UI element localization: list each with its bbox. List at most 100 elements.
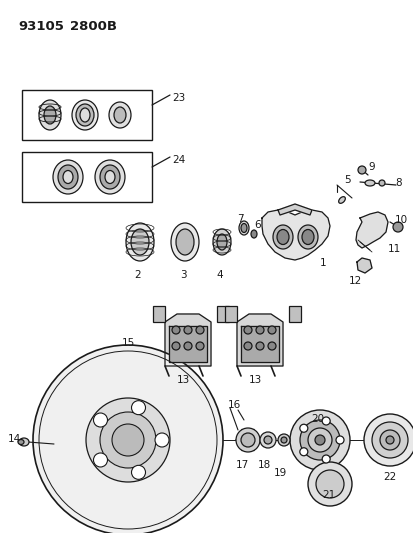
Circle shape [321, 455, 330, 463]
Text: 20: 20 [311, 414, 324, 424]
Circle shape [307, 428, 331, 452]
Ellipse shape [18, 440, 24, 445]
Circle shape [243, 326, 252, 334]
Ellipse shape [212, 229, 230, 255]
Ellipse shape [277, 434, 289, 446]
Text: 24: 24 [171, 155, 185, 165]
Ellipse shape [176, 229, 194, 255]
Circle shape [357, 166, 365, 174]
Text: 8: 8 [394, 178, 401, 188]
Polygon shape [355, 212, 387, 248]
Circle shape [392, 222, 402, 232]
Ellipse shape [250, 230, 256, 238]
Polygon shape [169, 326, 206, 362]
Ellipse shape [53, 160, 83, 194]
Circle shape [255, 342, 263, 350]
Ellipse shape [272, 225, 292, 249]
Circle shape [267, 326, 275, 334]
Text: 10: 10 [394, 215, 407, 225]
Ellipse shape [58, 165, 78, 189]
Ellipse shape [80, 108, 90, 122]
Ellipse shape [19, 438, 29, 446]
Ellipse shape [114, 107, 126, 123]
Ellipse shape [259, 432, 275, 448]
Text: 16: 16 [227, 400, 240, 410]
Circle shape [195, 326, 204, 334]
Ellipse shape [171, 223, 199, 261]
Circle shape [93, 453, 107, 467]
Text: 13: 13 [248, 375, 261, 385]
Circle shape [131, 401, 145, 415]
Polygon shape [356, 258, 371, 273]
Text: 14: 14 [7, 434, 21, 444]
Text: 3: 3 [179, 270, 186, 280]
Text: 11: 11 [387, 244, 400, 254]
Circle shape [154, 433, 169, 447]
Polygon shape [277, 204, 311, 215]
Ellipse shape [216, 234, 226, 250]
Bar [22, 152, 152, 202]
Ellipse shape [263, 436, 271, 444]
Text: 15: 15 [121, 338, 134, 348]
Circle shape [240, 433, 254, 447]
Ellipse shape [338, 197, 344, 203]
Circle shape [363, 414, 413, 466]
Polygon shape [165, 314, 211, 366]
Circle shape [183, 342, 192, 350]
Circle shape [315, 470, 343, 498]
Circle shape [171, 342, 180, 350]
Ellipse shape [72, 100, 98, 130]
Circle shape [379, 430, 399, 450]
Ellipse shape [109, 102, 131, 128]
Ellipse shape [364, 180, 374, 186]
Circle shape [86, 398, 170, 482]
Polygon shape [261, 210, 329, 260]
Circle shape [385, 436, 393, 444]
Text: 12: 12 [347, 276, 361, 286]
Polygon shape [240, 326, 278, 362]
Ellipse shape [378, 180, 384, 186]
Text: 17: 17 [235, 460, 248, 470]
Bar [216, 306, 228, 322]
Text: 23: 23 [171, 93, 185, 103]
Circle shape [171, 326, 180, 334]
Circle shape [299, 424, 307, 432]
Text: 9: 9 [367, 162, 374, 172]
Circle shape [183, 326, 192, 334]
Text: 1: 1 [319, 258, 326, 268]
Text: 4: 4 [216, 270, 223, 280]
Circle shape [321, 417, 330, 425]
Circle shape [289, 410, 349, 470]
Circle shape [243, 342, 252, 350]
Circle shape [93, 413, 107, 427]
Text: 2: 2 [134, 270, 141, 280]
Text: 13: 13 [176, 375, 189, 385]
Ellipse shape [280, 437, 286, 443]
Ellipse shape [44, 106, 56, 124]
Circle shape [267, 342, 275, 350]
Ellipse shape [238, 221, 248, 235]
Bar [288, 306, 300, 322]
Text: 5: 5 [344, 175, 351, 185]
Ellipse shape [63, 171, 73, 183]
Text: 6: 6 [254, 220, 261, 230]
Circle shape [371, 422, 407, 458]
Circle shape [131, 465, 145, 479]
Text: 21: 21 [322, 490, 335, 500]
Text: 18: 18 [257, 460, 270, 470]
Ellipse shape [240, 223, 247, 232]
Ellipse shape [297, 225, 317, 249]
Bar [22, 90, 152, 140]
Circle shape [314, 435, 324, 445]
Circle shape [299, 448, 307, 456]
Bar [224, 306, 236, 322]
Circle shape [100, 412, 156, 468]
Circle shape [335, 436, 343, 444]
Circle shape [307, 462, 351, 506]
Circle shape [299, 420, 339, 460]
Bar [153, 306, 165, 322]
Circle shape [33, 345, 223, 533]
Ellipse shape [76, 104, 94, 126]
Text: 22: 22 [382, 472, 396, 482]
Text: 2800B: 2800B [70, 20, 117, 33]
